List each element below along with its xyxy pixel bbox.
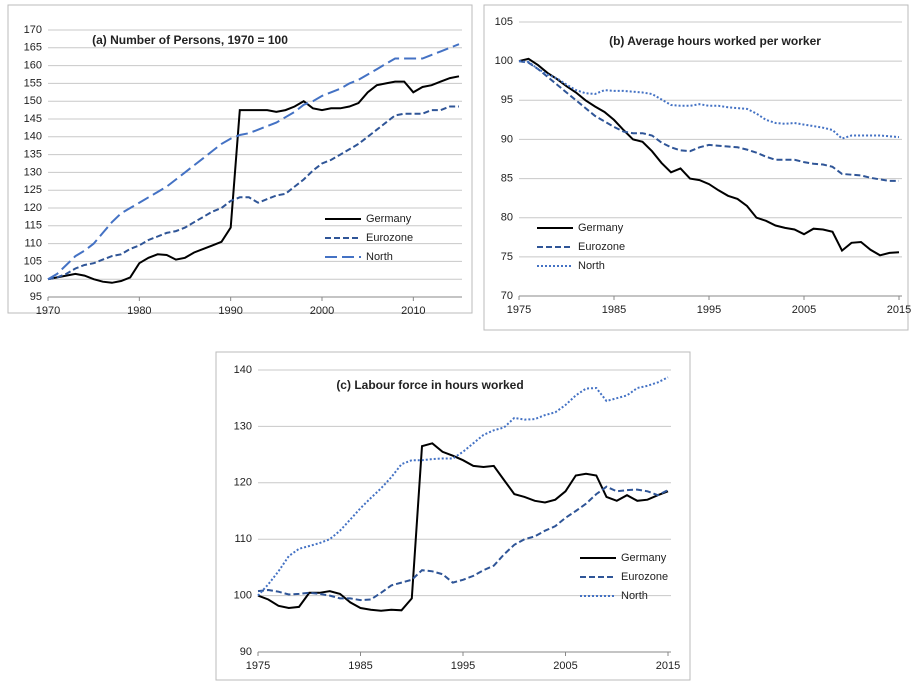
x-tick-label: 1980: [127, 305, 151, 317]
chart-title: (a) Number of Persons, 1970 = 100: [92, 33, 288, 47]
y-tick-label: 120: [24, 202, 42, 214]
y-tick-label: 120: [234, 477, 252, 489]
y-tick-label: 100: [24, 273, 42, 285]
y-tick-label: 110: [24, 238, 42, 250]
y-tick-label: 70: [501, 290, 513, 302]
y-tick-label: 165: [24, 42, 42, 54]
legend-label: North: [578, 260, 605, 272]
x-tick-label: 1995: [697, 304, 721, 316]
legend-label: Germany: [578, 222, 624, 234]
legend-label: North: [366, 251, 393, 263]
panel-frame: [215, 351, 691, 681]
legend-label: Eurozone: [578, 241, 625, 253]
chart-title: (b) Average hours worked per worker: [609, 34, 821, 48]
y-tick-label: 140: [234, 364, 252, 376]
x-tick-label: 2005: [792, 304, 816, 316]
legend-label: North: [621, 590, 648, 602]
y-tick-label: 105: [24, 255, 42, 267]
y-tick-label: 115: [24, 220, 42, 232]
y-tick-label: 75: [501, 251, 513, 263]
y-tick-label: 145: [24, 113, 42, 125]
series-line: [47, 105, 459, 281]
series-line: [257, 442, 669, 612]
x-tick-label: 1975: [246, 660, 270, 672]
series-line: [257, 485, 669, 602]
series-line: [47, 43, 460, 281]
legend-label: Germany: [621, 552, 667, 564]
panel-frame: [483, 4, 909, 331]
series-line: [47, 75, 460, 284]
series-line: [518, 60, 899, 182]
y-tick-label: 170: [24, 24, 42, 36]
y-tick-label: 85: [501, 172, 513, 184]
y-tick-label: 125: [24, 184, 42, 196]
y-tick-label: 100: [495, 55, 513, 67]
x-tick-label: 1970: [36, 305, 60, 317]
x-tick-label: 2015: [656, 660, 680, 672]
x-tick-label: 1975: [507, 304, 531, 316]
chart-title: (c) Labour force in hours worked: [336, 378, 523, 392]
legend-label: Eurozone: [621, 571, 668, 583]
y-tick-label: 135: [24, 149, 42, 161]
x-tick-label: 1985: [602, 304, 626, 316]
x-tick-label: 1990: [218, 305, 242, 317]
x-tick-label: 2005: [553, 660, 577, 672]
y-tick-label: 105: [495, 16, 513, 28]
y-tick-label: 150: [24, 95, 42, 107]
y-tick-label: 160: [24, 60, 42, 72]
legend-label: Germany: [366, 213, 412, 225]
y-tick-label: 90: [240, 646, 252, 658]
y-tick-label: 95: [30, 291, 42, 303]
x-tick-label: 2015: [887, 304, 911, 316]
y-tick-label: 130: [234, 420, 252, 432]
x-tick-label: 1985: [348, 660, 372, 672]
y-tick-label: 140: [24, 131, 42, 143]
legend-label: Eurozone: [366, 232, 413, 244]
y-tick-label: 110: [234, 533, 252, 545]
x-tick-label: 2000: [310, 305, 334, 317]
y-tick-label: 100: [234, 590, 252, 602]
y-tick-label: 90: [501, 133, 513, 145]
y-tick-label: 130: [24, 166, 42, 178]
y-tick-label: 80: [501, 212, 513, 224]
y-tick-label: 155: [24, 77, 42, 89]
x-tick-label: 1995: [451, 660, 475, 672]
x-tick-label: 2010: [401, 305, 425, 317]
y-tick-label: 95: [501, 94, 513, 106]
series-line: [518, 57, 900, 257]
